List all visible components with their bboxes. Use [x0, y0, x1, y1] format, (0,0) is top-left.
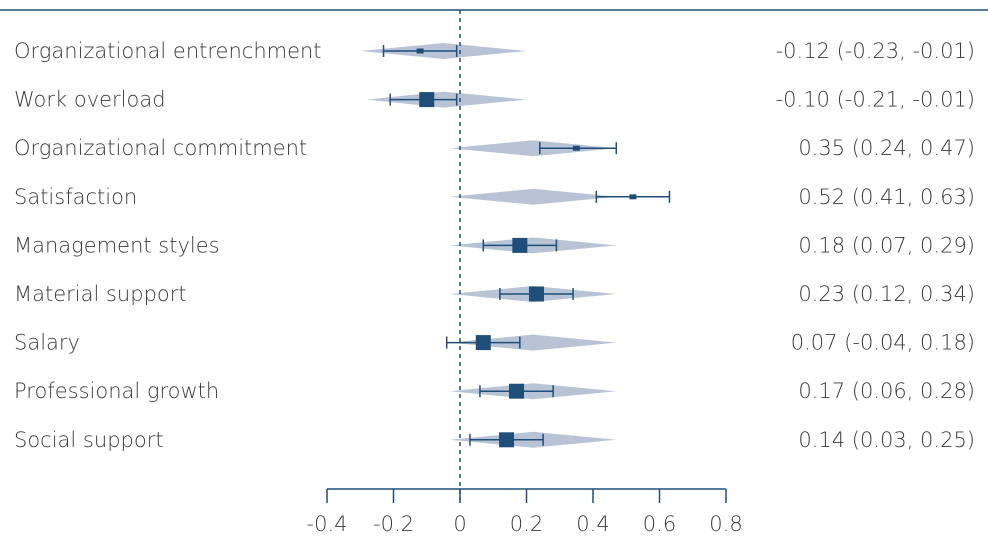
ci-text: 0.14 (0.03, 0.25) [798, 428, 975, 452]
row-label: Social support [14, 428, 164, 452]
forest-row: Salary 0.07 (-0.04, 0.18) [14, 331, 975, 355]
x-axis: -0.4 -0.2 0 0.2 0.4 0.6 0.8 [307, 488, 743, 536]
forest-row: Organizational commitment 0.35 (0.24, 0.4… [14, 136, 975, 160]
rows-layer: Organizational entrenchment -0.12 (-0.23,… [14, 39, 975, 452]
row-label: Satisfaction [14, 185, 137, 209]
ci-text: 0.07 (-0.04, 0.18) [791, 331, 975, 355]
ci-text: -0.10 (-0.21, -0.01) [776, 88, 975, 112]
forest-row: Material support 0.23 (0.12, 0.34) [14, 282, 975, 306]
row-label: Work overload [14, 88, 166, 112]
estimate-marker [416, 48, 424, 54]
x-tick-label: -0.2 [373, 512, 414, 536]
x-tick-label: 0 [453, 512, 466, 536]
row-label: Professional growth [14, 379, 219, 403]
row-label: Organizational entrenchment [14, 39, 322, 63]
forest-row: Management styles 0.18 (0.07, 0.29) [14, 233, 975, 257]
ci-text: 0.17 (0.06, 0.28) [798, 379, 975, 403]
ci-text: 0.23 (0.12, 0.34) [798, 282, 975, 306]
x-tick-label: 0.8 [709, 512, 742, 536]
forest-row: Organizational entrenchment -0.12 (-0.23,… [14, 39, 975, 63]
row-label: Material support [14, 282, 187, 306]
x-tick-label: 0.2 [510, 512, 543, 536]
row-label: Organizational commitment [14, 136, 307, 160]
forest-row: Work overload -0.10 (-0.21, -0.01) [14, 88, 975, 112]
row-label: Management styles [14, 233, 220, 257]
estimate-marker [572, 145, 580, 151]
estimate-marker [509, 383, 525, 399]
estimate-marker [629, 194, 637, 200]
forest-row: Social support 0.14 (0.03, 0.25) [14, 428, 975, 452]
ci-text: -0.12 (-0.23, -0.01) [776, 39, 975, 63]
distribution-shape [450, 334, 617, 351]
distribution-shape [450, 188, 617, 205]
ci-text: 0.18 (0.07, 0.29) [798, 233, 975, 257]
row-label: Salary [14, 331, 80, 355]
estimate-marker [512, 237, 528, 253]
estimate-marker [499, 432, 515, 448]
x-tick-label: -0.4 [307, 512, 348, 536]
estimate-marker [528, 286, 544, 302]
estimate-marker [419, 92, 435, 108]
forest-row: Professional growth 0.17 (0.06, 0.28) [14, 379, 975, 403]
x-tick-label: 0.6 [643, 512, 676, 536]
ci-text: 0.35 (0.24, 0.47) [798, 136, 975, 160]
forest-row: Satisfaction 0.52 (0.41, 0.63) [14, 185, 975, 209]
estimate-marker [475, 335, 491, 351]
distribution-shape [450, 140, 617, 157]
ci-text: 0.52 (0.41, 0.63) [798, 185, 975, 209]
x-tick-label: 0.4 [576, 512, 609, 536]
